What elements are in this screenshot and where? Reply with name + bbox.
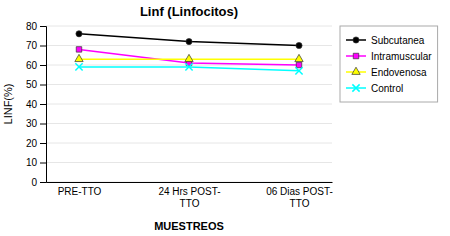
legend-item: Intramuscular [346, 51, 432, 62]
x-axis: PRE-TTO24 Hrs POST-TTO06 Dias POST-TTO [47, 183, 333, 209]
y-tick: 20 [26, 138, 46, 149]
y-tick-label: 50 [26, 79, 38, 90]
legend-label: Intramuscular [371, 51, 432, 62]
y-tick-label: 80 [26, 21, 38, 32]
y-tick: 30 [26, 118, 46, 129]
series-point [76, 31, 82, 37]
series [75, 63, 302, 74]
series [76, 47, 301, 68]
grid-line [46, 182, 332, 183]
y-tick: 80 [26, 21, 46, 32]
series [75, 54, 303, 61]
y-axis-line [40, 27, 47, 183]
y-tick-mark [40, 46, 46, 47]
legend-frame [340, 26, 438, 102]
series-point [75, 54, 83, 61]
y-tick: 60 [26, 60, 46, 71]
x-tick-label-line: 24 Hrs POST- [158, 186, 220, 197]
chart-svg: 01020304050607080PRE-TTO24 Hrs POST-TTO0… [0, 0, 450, 236]
x-tick-label-line: TTO [180, 198, 200, 209]
series-point [295, 54, 303, 61]
y-tick: 50 [26, 79, 46, 90]
grid-line [46, 162, 332, 163]
y-tick: 70 [26, 40, 46, 51]
series-line [79, 34, 299, 46]
legend-swatch-marker [352, 84, 359, 91]
series-point [185, 54, 193, 61]
y-tick-label: 20 [26, 138, 38, 149]
x-tick: PRE-TTO [58, 186, 102, 197]
y-axis-title: LINF(%) [2, 84, 14, 125]
y-tick-label: 70 [26, 40, 38, 51]
x-tick: 24 Hrs POST-TTO [158, 186, 220, 209]
series-point [296, 62, 301, 67]
grid [46, 26, 332, 182]
y-tick-mark [40, 104, 46, 105]
y-tick-label: 60 [26, 60, 38, 71]
y-tick-mark [40, 124, 46, 125]
legend: Subcutanea Intramuscular Endovenosa Control [340, 26, 438, 102]
y-tick-label: 40 [26, 99, 38, 110]
x-tick-label-line: 06 Dias POST- [266, 186, 333, 197]
x-tick-label-line: PRE-TTO [58, 186, 102, 197]
legend-swatch-marker [353, 37, 359, 43]
x-tick-label: PRE-TTO [58, 186, 102, 197]
x-tick-label: 24 Hrs POST-TTO [158, 186, 220, 209]
series-point [76, 47, 81, 52]
series-point [295, 67, 302, 74]
y-tick-mark [40, 65, 46, 66]
legend-item: Subcutanea [346, 35, 425, 46]
grid-line [46, 84, 332, 85]
plot-area: 01020304050607080PRE-TTO24 Hrs POST-TTO0… [26, 21, 333, 209]
y-tick: 0 [31, 177, 46, 188]
x-tick: 06 Dias POST-TTO [266, 186, 333, 209]
grid-line [46, 143, 332, 144]
y-tick: 40 [26, 99, 46, 110]
legend-swatch-marker [353, 53, 358, 58]
legend-item: Endovenosa [346, 67, 427, 78]
chart-title: Linf (Linfocitos) [140, 4, 238, 19]
y-axis: 0 10 20 30 40 50 60 70 80 [26, 21, 47, 188]
y-tick-label: 10 [26, 157, 38, 168]
legend-label: Subcutanea [371, 35, 425, 46]
y-tick-label: 0 [31, 177, 37, 188]
legend-label: Control [371, 83, 403, 94]
y-tick-label: 30 [26, 118, 38, 129]
y-tick-mark [40, 143, 46, 144]
legend-swatch-marker [352, 67, 360, 74]
series-point [185, 63, 192, 70]
legend-label: Endovenosa [371, 67, 427, 78]
grid-line [46, 26, 332, 27]
y-tick-mark [40, 182, 46, 183]
x-tick-label-line: TTO [290, 198, 310, 209]
y-tick: 10 [26, 157, 46, 168]
series-point [75, 63, 82, 70]
y-tick-mark [40, 85, 46, 86]
series-point [296, 42, 302, 48]
series-line [79, 49, 299, 65]
series-group [75, 31, 303, 75]
x-tick-label: 06 Dias POST-TTO [266, 186, 333, 209]
series-point [186, 39, 192, 45]
y-tick-mark [40, 26, 46, 27]
grid-line [46, 104, 332, 105]
y-tick-mark [40, 163, 46, 164]
x-axis-title: MUESTREOS [154, 220, 224, 232]
legend-item: Control [346, 83, 403, 94]
x-axis-line [47, 182, 333, 183]
series [76, 31, 302, 49]
grid-line [46, 123, 332, 124]
